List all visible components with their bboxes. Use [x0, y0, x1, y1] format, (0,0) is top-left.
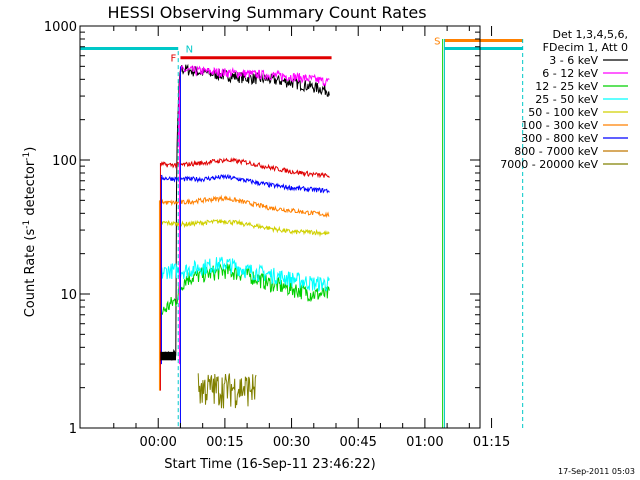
- legend-header-line1: Det 1,3,4,5,6,: [552, 28, 628, 41]
- series-line-8: [197, 373, 257, 409]
- legend-label-6: 300 - 800 keV: [521, 132, 598, 145]
- legend-label-5: 100 - 300 keV: [521, 119, 598, 132]
- x-tick-label-1: 00:15: [206, 435, 243, 450]
- series-line-6: [160, 173, 330, 194]
- series-line-5: [159, 194, 330, 219]
- x-tick-label-3: 00:45: [339, 435, 376, 450]
- legend-label-1: 6 - 12 keV: [542, 67, 598, 80]
- chart-title: HESSI Observing Summary Count Rates: [107, 3, 426, 22]
- legend-header-line2: FDecim 1, Att 0: [543, 41, 628, 54]
- legend-label-4: 50 - 100 keV: [528, 106, 598, 119]
- series-line-2: [159, 263, 330, 320]
- axes-layer: 00:00 00:15 00:30 00:45 01:00 01:15 1 10 100 1000: [44, 20, 510, 450]
- x-tick-label-4: 01:00: [406, 435, 443, 450]
- y-tick-label-2: 100: [52, 154, 77, 169]
- y-axis-label-sup1: -1: [22, 220, 32, 229]
- x-tick-label-5: 01:15: [473, 435, 510, 450]
- block-black: [160, 351, 176, 361]
- footer-date: 17-Sep-2011 05:03: [558, 467, 635, 476]
- series-line-4: [160, 218, 330, 238]
- legend-label-7: 800 - 7000 keV: [514, 145, 598, 158]
- y-axis-label-part1: Count Rate (s: [23, 229, 38, 318]
- legend-label-8: 7000 - 20000 keV: [500, 158, 598, 171]
- marker-s: S: [434, 36, 440, 47]
- legend-label-3: 25 - 50 keV: [535, 93, 598, 106]
- x-tick-label-2: 00:30: [273, 435, 310, 450]
- plot-frame: [79, 25, 481, 429]
- series-line-3: [159, 256, 330, 292]
- y-tick-label-3: 1000: [44, 20, 77, 35]
- y-tick-label-0: 1: [69, 422, 77, 437]
- marker-f: F: [170, 54, 176, 65]
- legend-label-0: 3 - 6 keV: [549, 54, 598, 67]
- x-axis-label: Start Time (16-Sep-11 23:46:22): [164, 457, 375, 472]
- marker-n: N: [186, 44, 193, 55]
- series-line-red: [159, 157, 330, 179]
- x-tick-label-0: 00:00: [139, 435, 176, 450]
- y-tick-label-1: 10: [60, 288, 77, 303]
- y-axis-label-part3: ): [23, 147, 38, 152]
- legend-label-2: 12 - 25 keV: [535, 80, 598, 93]
- y-axis-label: Count Rate (s-1 detector-1): [22, 147, 38, 318]
- y-axis-label-sup2: -1: [22, 152, 32, 161]
- flags-layer: FN S: [79, 26, 524, 428]
- y-axis-label-part2: detector: [23, 160, 38, 220]
- series-line-1: [177, 64, 330, 148]
- series-layer: [158, 63, 330, 428]
